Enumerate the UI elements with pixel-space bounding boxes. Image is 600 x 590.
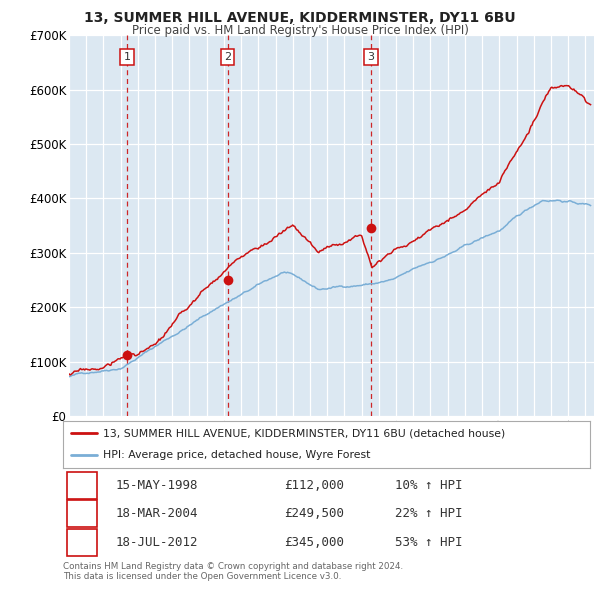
Text: 53% ↑ HPI: 53% ↑ HPI — [395, 536, 463, 549]
Text: 10% ↑ HPI: 10% ↑ HPI — [395, 478, 463, 491]
Text: 1: 1 — [124, 52, 131, 62]
Text: This data is licensed under the Open Government Licence v3.0.: This data is licensed under the Open Gov… — [63, 572, 341, 581]
Text: 2: 2 — [224, 52, 231, 62]
Text: HPI: Average price, detached house, Wyre Forest: HPI: Average price, detached house, Wyre… — [103, 450, 370, 460]
Text: 13, SUMMER HILL AVENUE, KIDDERMINSTER, DY11 6BU: 13, SUMMER HILL AVENUE, KIDDERMINSTER, D… — [84, 11, 516, 25]
Text: 1: 1 — [78, 478, 86, 491]
Text: 22% ↑ HPI: 22% ↑ HPI — [395, 507, 463, 520]
Text: 18-JUL-2012: 18-JUL-2012 — [116, 536, 198, 549]
Text: £249,500: £249,500 — [284, 507, 344, 520]
Text: 3: 3 — [367, 52, 374, 62]
Text: 18-MAR-2004: 18-MAR-2004 — [116, 507, 198, 520]
Text: 15-MAY-1998: 15-MAY-1998 — [116, 478, 198, 491]
Text: Contains HM Land Registry data © Crown copyright and database right 2024.: Contains HM Land Registry data © Crown c… — [63, 562, 403, 571]
Text: £345,000: £345,000 — [284, 536, 344, 549]
FancyBboxPatch shape — [67, 471, 97, 499]
FancyBboxPatch shape — [67, 500, 97, 527]
Text: 2: 2 — [78, 507, 86, 520]
FancyBboxPatch shape — [67, 529, 97, 556]
Text: Price paid vs. HM Land Registry's House Price Index (HPI): Price paid vs. HM Land Registry's House … — [131, 24, 469, 37]
Text: £112,000: £112,000 — [284, 478, 344, 491]
Text: 3: 3 — [78, 536, 86, 549]
Text: 13, SUMMER HILL AVENUE, KIDDERMINSTER, DY11 6BU (detached house): 13, SUMMER HILL AVENUE, KIDDERMINSTER, D… — [103, 428, 505, 438]
